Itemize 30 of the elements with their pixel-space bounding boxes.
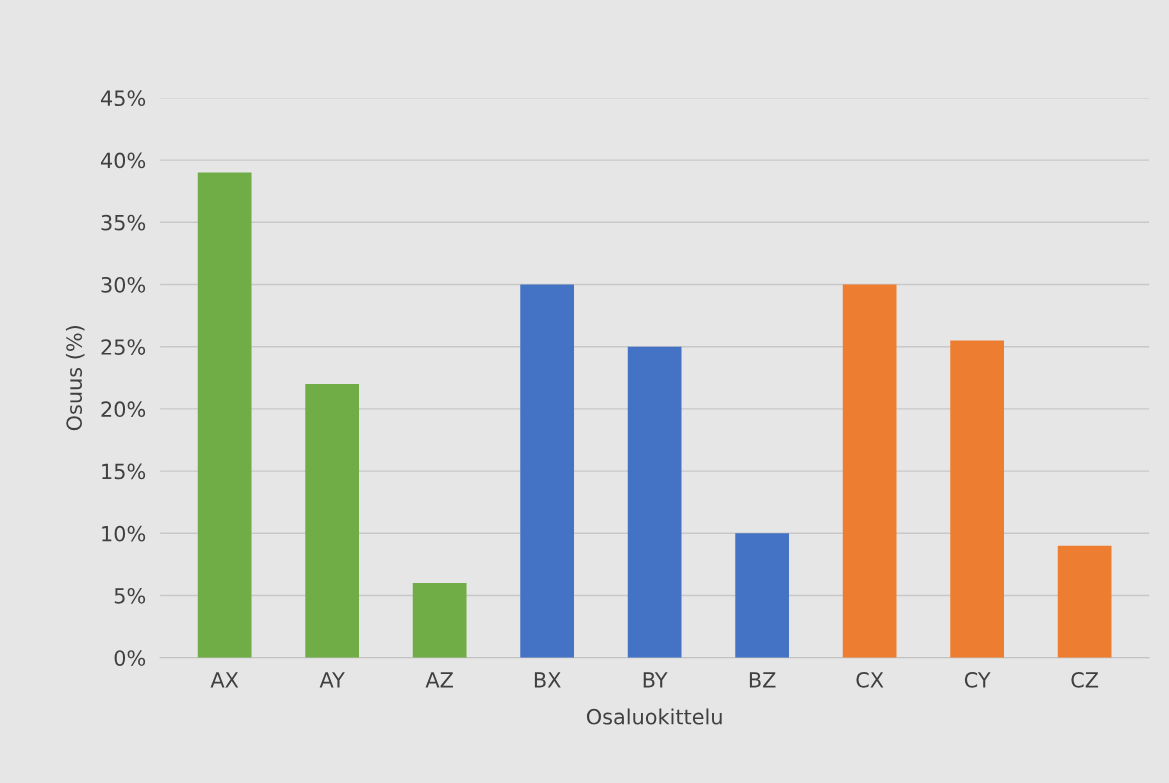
- y-tick-label: 25%: [101, 339, 146, 355]
- x-tick-label: CY: [964, 671, 991, 688]
- bar: [842, 284, 897, 658]
- x-tick-label: AZ: [425, 672, 453, 688]
- bar: [1057, 545, 1112, 658]
- bar: [627, 346, 682, 658]
- x-tick-label: BZ: [749, 672, 776, 688]
- y-tick-label: 45%: [100, 90, 146, 107]
- bar: [412, 583, 467, 658]
- bar: [950, 340, 1005, 658]
- bar: [305, 384, 360, 658]
- y-axis-title: Osuus (%): [65, 325, 85, 431]
- bar: [520, 284, 575, 658]
- y-tick-label: 30%: [101, 276, 146, 293]
- y-tick-label: 0%: [114, 650, 146, 666]
- y-tick-label: 15%: [102, 463, 146, 480]
- bar: [735, 533, 790, 658]
- bar: [197, 172, 252, 658]
- x-tick-label: CX: [856, 671, 884, 688]
- y-tick-label: 35%: [101, 214, 146, 231]
- x-tick-label: CZ: [1071, 671, 1099, 688]
- y-tick-label: 10%: [102, 525, 146, 542]
- x-tick-label: AY: [319, 672, 345, 688]
- x-tick-label: AX: [210, 672, 239, 688]
- x-tick-label: BX: [534, 672, 561, 688]
- x-tick-label: BY: [643, 672, 668, 688]
- y-tick-label: 5%: [114, 587, 146, 604]
- x-axis-title: Osaluokittelu: [586, 708, 722, 725]
- y-tick-label: 40%: [100, 152, 146, 169]
- y-tick-label: 20%: [101, 401, 146, 418]
